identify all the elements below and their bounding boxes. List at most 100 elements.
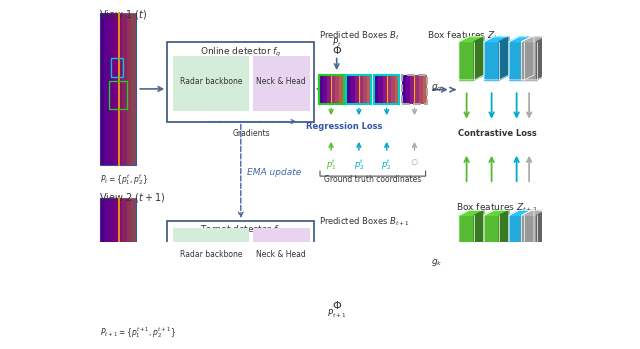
Text: $P_t = \{p_1^t, p_2^t\}$: $P_t = \{p_1^t, p_2^t\}$	[100, 172, 148, 187]
Bar	[402, 250, 406, 279]
Polygon shape	[474, 37, 484, 80]
Text: $\Phi$: $\Phi$	[332, 299, 342, 311]
Polygon shape	[484, 42, 499, 80]
Text: Target detector $f_k$: Target detector $f_k$	[200, 223, 282, 236]
Bar	[359, 75, 363, 104]
Bar	[391, 75, 395, 104]
Bar	[331, 75, 335, 104]
Bar	[167, 42, 314, 121]
Bar	[319, 250, 344, 279]
Bar	[319, 75, 344, 104]
Bar	[346, 250, 351, 279]
Text: Predicted Boxes $B_t$: Predicted Boxes $B_t$	[319, 29, 399, 42]
Bar	[319, 75, 344, 104]
Bar	[410, 75, 415, 104]
Bar	[111, 58, 124, 77]
Text: Radar backbone: Radar backbone	[180, 251, 242, 259]
Bar	[109, 13, 113, 165]
Bar	[402, 75, 406, 104]
Bar	[383, 75, 387, 104]
Bar	[173, 55, 249, 111]
Bar	[118, 198, 122, 327]
Bar	[346, 75, 371, 104]
Polygon shape	[509, 210, 534, 215]
Bar	[383, 250, 387, 279]
Text: $P_{t+1}$: $P_{t+1}$	[327, 307, 346, 320]
Bar	[339, 75, 344, 104]
Bar	[127, 198, 131, 327]
Polygon shape	[537, 210, 547, 254]
Polygon shape	[509, 37, 534, 42]
Polygon shape	[484, 37, 509, 42]
Text: Ground truth coordinates: Ground truth coordinates	[324, 175, 421, 184]
Text: $p_1^t$: $p_1^t$	[326, 157, 337, 172]
Bar	[355, 75, 359, 104]
Bar	[410, 250, 415, 279]
Bar	[423, 75, 427, 104]
Bar	[100, 13, 104, 165]
Bar	[109, 198, 113, 327]
Bar	[335, 75, 339, 104]
Text: View 1 $(t)$: View 1 $(t)$	[99, 8, 147, 21]
Polygon shape	[499, 37, 509, 80]
Bar	[355, 250, 359, 279]
Bar	[319, 250, 323, 279]
Bar	[402, 250, 427, 279]
Bar	[131, 198, 136, 327]
Polygon shape	[522, 37, 547, 42]
Polygon shape	[484, 210, 509, 215]
Bar	[378, 75, 383, 104]
Bar	[406, 75, 410, 104]
Polygon shape	[509, 42, 524, 80]
Bar	[253, 228, 310, 283]
Bar	[406, 250, 410, 279]
Polygon shape	[537, 37, 547, 80]
Text: $g_q$: $g_q$	[431, 83, 442, 95]
Polygon shape	[509, 215, 524, 254]
Bar	[419, 250, 423, 279]
Bar	[167, 221, 314, 301]
Polygon shape	[459, 37, 484, 42]
Bar	[327, 250, 331, 279]
Bar	[319, 75, 323, 104]
Bar	[402, 75, 427, 104]
Polygon shape	[499, 210, 509, 254]
Polygon shape	[459, 210, 484, 215]
Bar	[359, 250, 363, 279]
Bar	[111, 278, 124, 293]
Text: $p_2^t$: $p_2^t$	[381, 157, 392, 172]
Text: Online detector $f_q$: Online detector $f_q$	[200, 46, 282, 59]
Bar	[122, 13, 127, 165]
Text: $P_t$: $P_t$	[332, 36, 342, 49]
Text: $\varnothing$: $\varnothing$	[410, 157, 419, 167]
Polygon shape	[484, 215, 499, 254]
Polygon shape	[459, 42, 474, 80]
Bar	[131, 13, 136, 165]
Bar	[374, 250, 378, 279]
Bar	[104, 13, 109, 165]
Bar	[351, 75, 355, 104]
Bar	[327, 75, 331, 104]
Bar	[331, 250, 335, 279]
Bar	[374, 75, 378, 104]
Bar	[173, 228, 249, 283]
Text: $\Phi$: $\Phi$	[332, 44, 342, 57]
Bar	[100, 198, 136, 327]
Bar	[319, 250, 344, 279]
Polygon shape	[474, 210, 484, 254]
Bar	[378, 250, 383, 279]
Polygon shape	[522, 215, 537, 254]
Text: $g_k$: $g_k$	[431, 257, 442, 268]
Bar	[419, 75, 423, 104]
Polygon shape	[459, 215, 474, 254]
Text: Neck & Head: Neck & Head	[256, 77, 306, 87]
Bar	[363, 75, 367, 104]
Bar	[109, 252, 127, 275]
Text: EMA update: EMA update	[247, 168, 301, 177]
Bar	[374, 250, 399, 279]
Bar	[100, 198, 104, 327]
Bar	[374, 75, 399, 104]
Bar	[351, 250, 355, 279]
Text: Box features $Z_t$: Box features $Z_t$	[427, 29, 498, 42]
Bar	[104, 198, 109, 327]
